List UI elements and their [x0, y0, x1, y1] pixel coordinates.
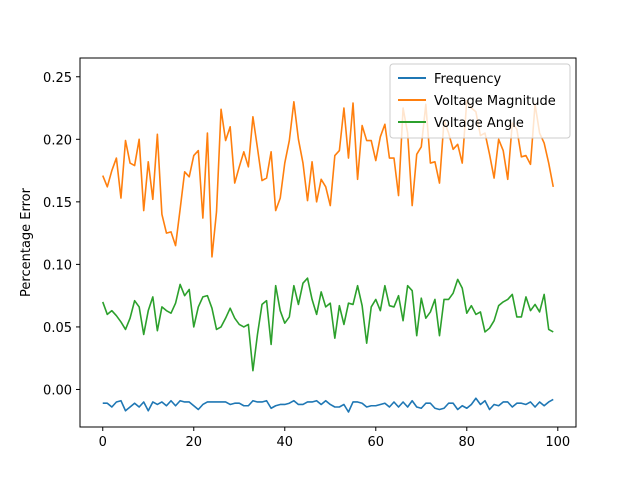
x-tick-label: 40 — [276, 435, 293, 450]
x-tick-label: 80 — [459, 435, 476, 450]
x-tick-label: 0 — [99, 435, 107, 450]
series-line-frequency — [102, 397, 554, 413]
axes-layer: 0 20 40 60 80 100 0.00 0.05 0.10 0.15 0.20 0.25 — [43, 57, 577, 450]
legend: Frequency Voltage Magnitude Voltage Angle — [389, 63, 571, 139]
legend-label: Voltage Magnitude — [434, 94, 556, 109]
y-tick-label: 0.05 — [43, 321, 72, 336]
y-tick-label: 0.20 — [43, 133, 72, 148]
plot-frame — [79, 57, 577, 428]
y-tick-label: 0.10 — [43, 258, 72, 273]
legend-label: Voltage Angle — [434, 116, 524, 131]
y-tick-label: 0.15 — [43, 196, 72, 211]
x-tick-label: 100 — [545, 435, 570, 450]
x-tick-label: 60 — [368, 435, 385, 450]
legend-box — [389, 63, 571, 139]
y-axis-label: Percentage Error — [19, 187, 34, 297]
series-line-voltage-angle — [101, 277, 554, 372]
y-tick-label: 0.00 — [43, 383, 72, 398]
x-tick-label: 20 — [185, 435, 202, 450]
legend-label: Frequency — [434, 72, 501, 87]
y-tick-label: 0.25 — [43, 71, 72, 86]
